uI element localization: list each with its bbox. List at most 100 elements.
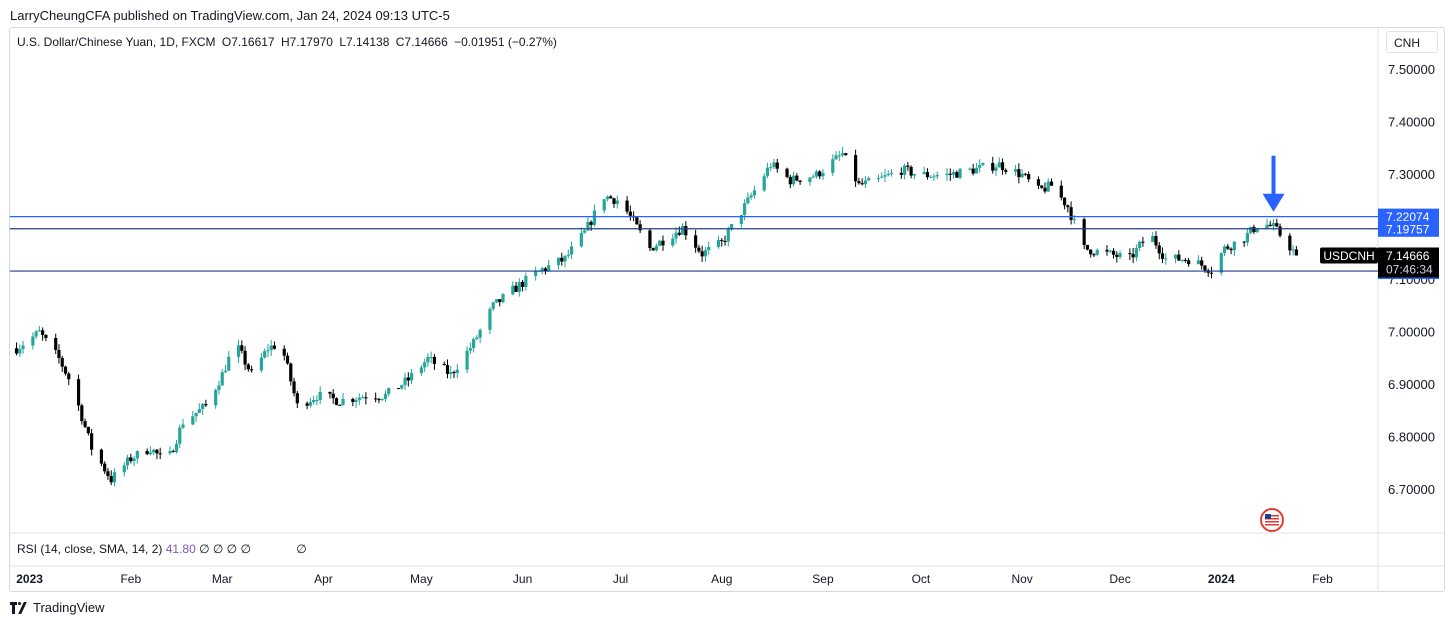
- candle-body: [1177, 254, 1181, 261]
- candle-body: [201, 404, 205, 410]
- candle-body: [795, 175, 799, 181]
- legend-close: C7.14666: [395, 35, 448, 49]
- candle-body: [752, 190, 757, 196]
- candle-body: [488, 308, 492, 330]
- candle-body: [501, 294, 505, 303]
- candle-body: [168, 451, 172, 454]
- candle-body: [387, 388, 391, 394]
- candle-body: [341, 398, 345, 405]
- candle-body: [743, 203, 747, 215]
- candle-body: [880, 176, 884, 178]
- candle-body: [1151, 235, 1155, 243]
- candle-body: [396, 388, 401, 390]
- flag-canton: [1265, 514, 1271, 519]
- tradingview-logo-icon: [10, 601, 28, 614]
- candle-body: [543, 268, 548, 271]
- candle-body: [351, 398, 355, 402]
- candle-body: [785, 168, 789, 177]
- candle-body: [517, 281, 521, 292]
- candle-body: [129, 457, 133, 462]
- flag-stripe: [1265, 515, 1279, 517]
- candle-body: [419, 367, 423, 374]
- candle-body: [556, 257, 561, 266]
- candle-body: [83, 421, 87, 427]
- candle-body: [1040, 185, 1044, 188]
- candle-body: [125, 457, 130, 466]
- candle-body: [1222, 246, 1227, 254]
- candle-body: [746, 197, 750, 204]
- candle-body: [220, 372, 224, 386]
- rsi-legend: RSI (14, close, SMA, 14, 2) 41.80 ∅ ∅ ∅ …: [17, 542, 307, 556]
- candle-body: [21, 345, 25, 350]
- x-tick-label: Feb: [120, 572, 141, 586]
- candle-body: [1271, 223, 1276, 227]
- candle-body: [844, 153, 848, 156]
- candle-body: [380, 398, 384, 400]
- symbol-badge: [1320, 247, 1378, 264]
- candle-body: [726, 229, 730, 242]
- candle-body: [625, 200, 629, 212]
- candle-body: [922, 172, 926, 174]
- candle-body: [1252, 227, 1256, 233]
- candle-body: [478, 329, 482, 338]
- candle-body: [305, 403, 309, 406]
- candle-body: [90, 433, 94, 450]
- candle-body: [834, 155, 838, 160]
- candle-body: [243, 350, 247, 365]
- candle-body: [840, 153, 845, 156]
- us-event-flag-icon[interactable]: [1260, 508, 1284, 532]
- candle-body: [1232, 241, 1236, 251]
- publisher-line: LarryCheungCFA published on TradingView.…: [10, 8, 450, 23]
- legend-high: H7.17970: [280, 35, 333, 49]
- candle-body: [1089, 249, 1093, 255]
- candle-body: [814, 171, 819, 177]
- candle-body: [240, 345, 244, 351]
- candle-body: [406, 377, 410, 381]
- candle-body: [472, 339, 476, 349]
- candle-body: [236, 345, 241, 357]
- x-tick-label: Apr: [314, 572, 333, 586]
- rsi-label: RSI (14, close, SMA, 14, 2): [17, 542, 163, 556]
- candle-body: [112, 472, 117, 483]
- candle-body: [1046, 181, 1050, 192]
- candle-body: [1157, 245, 1161, 254]
- annotation-arrow-head-icon: [1262, 193, 1285, 212]
- candle-body: [263, 351, 267, 358]
- candle-body: [445, 365, 450, 374]
- candle-body: [152, 449, 156, 453]
- candle-body: [155, 449, 159, 454]
- candle-body: [994, 167, 998, 171]
- candle-body: [1196, 260, 1201, 265]
- y-tick-label: 7.00000: [1388, 325, 1435, 340]
- x-tick-label: Jul: [613, 572, 628, 586]
- flag-stripe: [1265, 521, 1279, 523]
- candle-body: [135, 451, 139, 459]
- candle-body: [194, 412, 198, 417]
- candle-body: [338, 404, 342, 406]
- candle-body: [906, 165, 910, 167]
- x-tick-label: Jun: [513, 572, 532, 586]
- candle-body: [579, 232, 583, 247]
- candle-body: [315, 399, 319, 401]
- candle-body: [63, 366, 68, 374]
- candle-body: [145, 451, 149, 455]
- candle-body: [524, 275, 528, 287]
- currency-unit-button[interactable]: CNH: [1386, 31, 1438, 53]
- candle-body: [259, 357, 263, 371]
- candle-body: [191, 416, 195, 425]
- candle-body: [174, 443, 179, 453]
- candle-body: [1066, 205, 1070, 208]
- candle-body: [729, 224, 734, 230]
- candle-body: [798, 180, 802, 182]
- candle-body: [707, 246, 711, 251]
- candle-body: [612, 198, 616, 204]
- candle-body: [1275, 223, 1279, 227]
- candle-body: [886, 173, 890, 176]
- candle-body: [1017, 169, 1021, 178]
- candle-body: [272, 345, 277, 349]
- candle-body: [867, 178, 871, 181]
- candle-body: [1111, 250, 1116, 255]
- candle-body: [1180, 259, 1184, 261]
- candle-body: [328, 391, 332, 394]
